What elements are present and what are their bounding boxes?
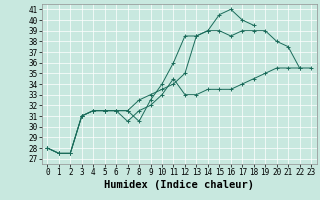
X-axis label: Humidex (Indice chaleur): Humidex (Indice chaleur) (104, 180, 254, 190)
